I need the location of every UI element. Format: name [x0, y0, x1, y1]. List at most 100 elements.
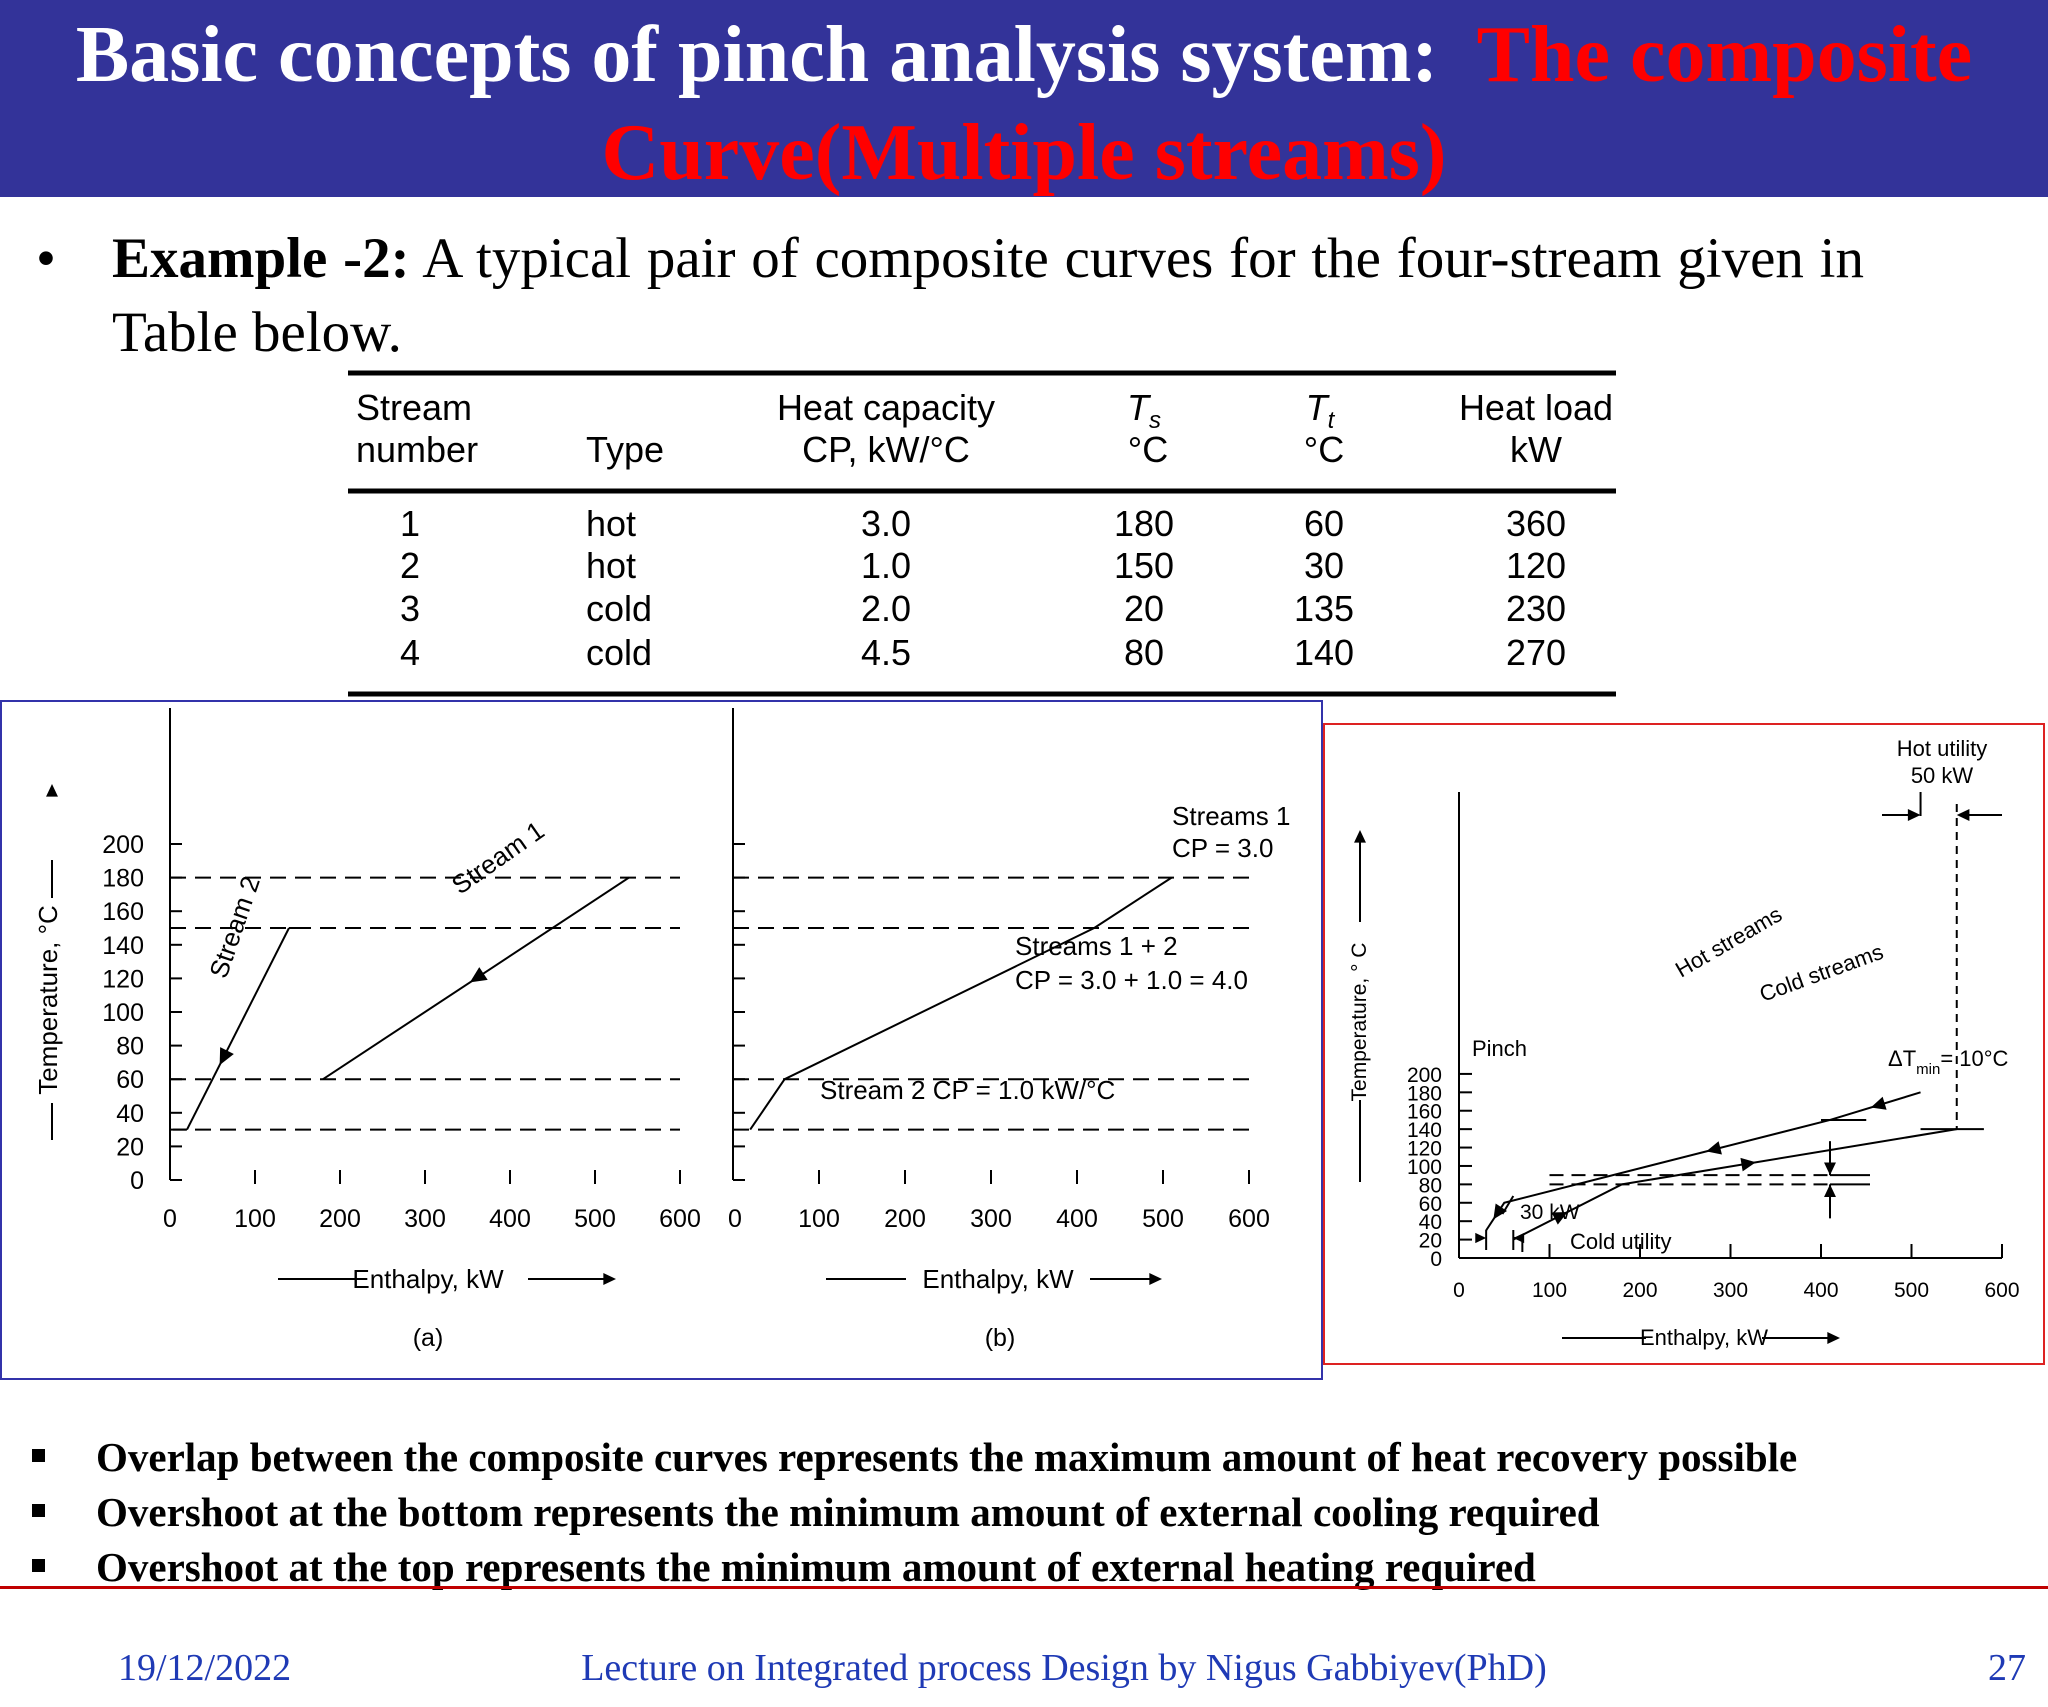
key-points-list: Overlap between the composite curves rep…	[30, 1430, 2030, 1595]
bullet: •	[36, 227, 56, 290]
table-row: 4 cold 4.5 80 140 270	[400, 632, 1566, 673]
table-cell: hot	[586, 503, 636, 544]
table-cell: 230	[1506, 588, 1566, 629]
table-cell: 30	[1304, 545, 1344, 586]
y-tick-label: 80	[116, 1033, 144, 1061]
cold-arrow-icon	[1740, 1157, 1756, 1172]
y-tick-label: 60	[1419, 1193, 1442, 1216]
hot-streams-label: Hot streams	[1671, 901, 1786, 982]
x-tick-label: 400	[1056, 1205, 1098, 1233]
y-axis-label: Temperature, °C	[33, 905, 63, 1095]
x-tick-label: 300	[970, 1205, 1012, 1233]
square-bullet-icon	[32, 1559, 45, 1572]
chart-a-b-frame: 0 20 40 60 80 100 120 140 160 180 200 0 100 200 300 400…	[0, 700, 1323, 1380]
y-tick-label: 40	[1419, 1211, 1442, 1234]
x-tick-label: 300	[404, 1205, 446, 1233]
page-number: 27	[1988, 1647, 2026, 1689]
y-tick-label: 180	[102, 865, 144, 893]
y-tick-label: 60	[116, 1066, 144, 1094]
table-cell: cold	[586, 588, 652, 629]
hot-utility-arrow-icon	[1907, 809, 1921, 821]
th-cp-unit: CP, kW/°C	[802, 429, 970, 470]
stream-table: Stream number Type Heat capacity CP, kW/…	[348, 370, 1616, 697]
x-tick-label: 200	[1622, 1279, 1657, 1302]
x-axis-label: Enthalpy, kW	[352, 1264, 504, 1294]
key-point: Overshoot at the top represents the mini…	[30, 1540, 2030, 1595]
y-tick-label: 100	[1407, 1156, 1442, 1179]
hot-arrow-icon	[1870, 1096, 1887, 1110]
pinch-label: Pinch	[1472, 1036, 1527, 1061]
stream1-arrow-icon	[469, 967, 488, 983]
table-cell: 360	[1506, 503, 1566, 544]
x-axis-label-arrow-icon	[1827, 1332, 1840, 1344]
table-cell: 4.5	[861, 632, 911, 673]
x-tick-label: 500	[1894, 1279, 1929, 1302]
slide-title-line2: Curve(Multiple streams)	[601, 109, 1447, 197]
chart-caption: (a)	[413, 1324, 444, 1352]
hot-utility-label: Hot utility	[1897, 736, 1987, 761]
y-axis-label: Temperature, ° C	[1348, 943, 1371, 1102]
x-tick-label: 300	[1713, 1279, 1748, 1302]
th-type: Type	[586, 429, 664, 470]
hot-utility-amount-label: 50 kW	[1911, 763, 1974, 788]
table-cell: 270	[1506, 632, 1566, 673]
footer-lecture: Lecture on Integrated process Design by …	[581, 1647, 1547, 1689]
cold-arrow-icon	[1551, 1211, 1568, 1225]
y-axis-label-arrow-icon	[1354, 830, 1366, 843]
square-bullet-icon	[32, 1504, 45, 1517]
y-tick-label: 100	[102, 999, 144, 1027]
y-tick-label: 20	[1419, 1230, 1442, 1253]
x-tick-label: 500	[574, 1205, 616, 1233]
x-tick-label: 100	[234, 1205, 276, 1233]
title-part2: The composite	[1476, 11, 1973, 99]
th-ts-unit: °C	[1128, 429, 1168, 470]
table-cell: 135	[1294, 588, 1354, 629]
footer-divider	[0, 1586, 2048, 1589]
x-tick-label: 600	[1228, 1205, 1270, 1233]
stream2-line	[186, 927, 290, 1131]
streams1-cp-label: CP = 3.0	[1172, 833, 1273, 863]
x-tick-label: 600	[659, 1205, 701, 1233]
table-cell: 1	[400, 503, 420, 544]
stream2-cp-label: Stream 2 CP = 1.0 kW/°C	[820, 1075, 1115, 1105]
table-cell: 2.0	[861, 588, 911, 629]
x-axis-label: Enthalpy, kW	[1640, 1325, 1768, 1350]
cold-utility-arrow-icon	[1475, 1232, 1487, 1244]
th-heat-load-unit: kW	[1510, 429, 1562, 470]
x-tick-label: 0	[728, 1205, 742, 1233]
y-tick-label: 40	[116, 1100, 144, 1128]
slide-title-line1: Basic concepts of pinch analysis system:…	[0, 8, 2048, 102]
hot-arrow-icon	[1706, 1141, 1722, 1155]
cold-utility-label: Cold utility	[1570, 1229, 1671, 1254]
x-tick-label: 400	[1803, 1279, 1838, 1302]
x-axis-label-arrow-icon	[1149, 1273, 1162, 1285]
streams12-cp-label: CP = 3.0 + 1.0 = 4.0	[1015, 965, 1248, 995]
stream2-arrow-icon	[219, 1047, 234, 1066]
title-part1: Basic concepts of pinch analysis system:	[75, 11, 1439, 99]
table-cell: cold	[586, 632, 652, 673]
frame-border-red	[1323, 723, 2045, 1365]
table-cell: 2	[400, 545, 420, 586]
x-tick-label: 100	[1532, 1279, 1567, 1302]
table-cell: 80	[1124, 632, 1164, 673]
footer-date: 19/12/2022	[118, 1647, 292, 1689]
y-tick-label: 160	[1407, 1101, 1442, 1124]
th-tt-unit: °C	[1304, 429, 1344, 470]
th-heat-load: Heat load	[1459, 387, 1613, 428]
hot-utility-arrow-icon	[1956, 809, 1970, 821]
cold-utility-leader	[1501, 1195, 1515, 1215]
y-tick-label: 80	[1419, 1174, 1442, 1197]
x-tick-label: 200	[319, 1205, 361, 1233]
th-heat-capacity: Heat capacity	[777, 387, 995, 428]
cold-streams-label: Cold streams	[1756, 939, 1886, 1007]
frame-border	[0, 700, 1323, 1380]
x-axis-label-arrow-icon	[603, 1273, 616, 1285]
y-axis-label-arrow-icon	[46, 784, 58, 797]
table-cell: 3	[400, 588, 420, 629]
x-tick-label: 0	[163, 1205, 177, 1233]
delta-t-min-label: ΔTmin= 10°C	[1888, 1046, 2009, 1078]
table-cell: hot	[586, 545, 636, 586]
y-tick-label: 120	[102, 965, 144, 993]
table-cell: 180	[1114, 503, 1174, 544]
